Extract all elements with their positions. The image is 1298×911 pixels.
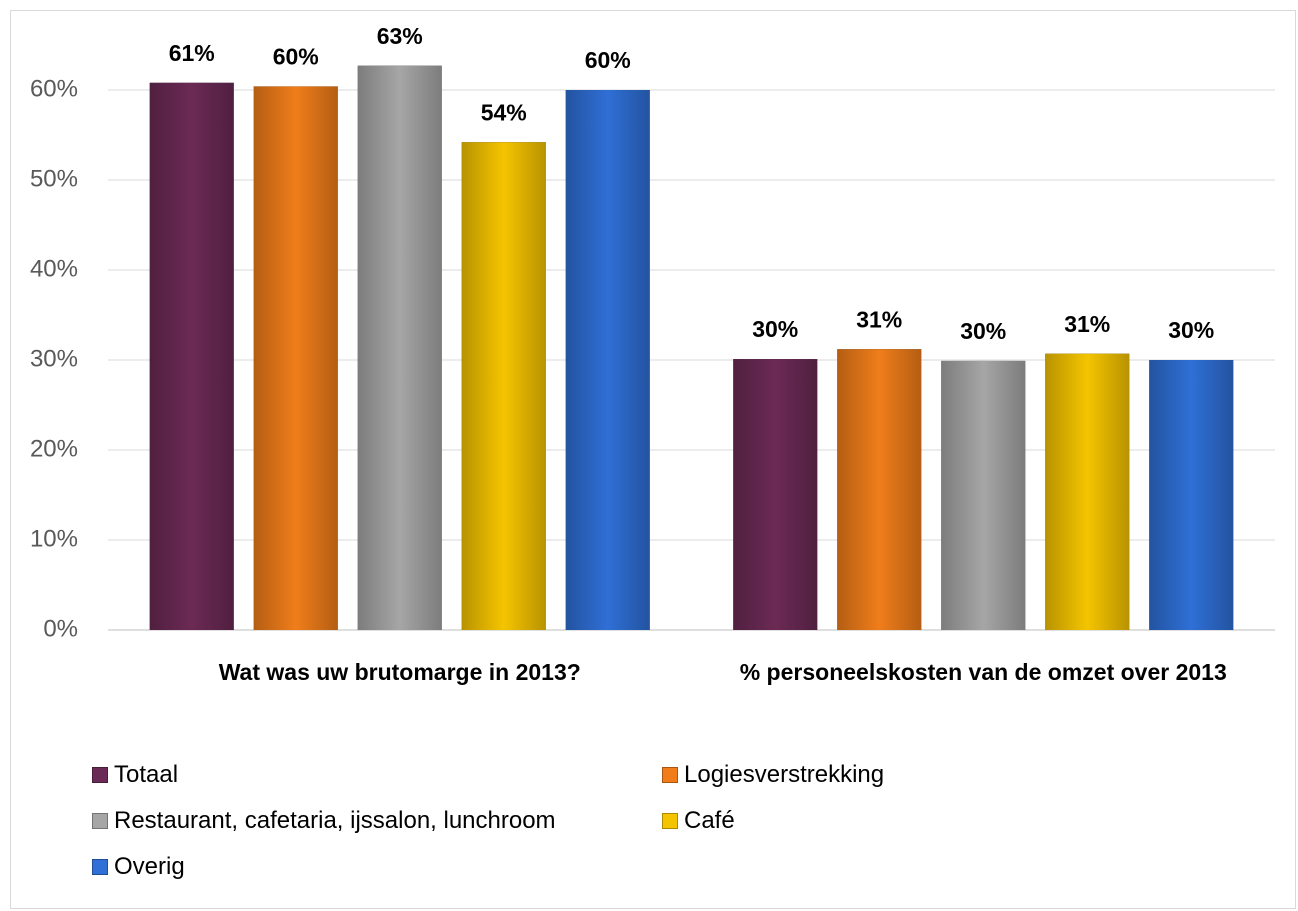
legend-label: Logiesverstrekking <box>684 761 885 788</box>
x-tick-label: Wat was uw brutomarge in 2013? <box>218 659 581 685</box>
data-label: 31% <box>856 306 902 332</box>
y-tick-label: 0% <box>43 615 78 642</box>
legend-label: Restaurant, cafetaria, ijssalon, lunchro… <box>114 807 556 834</box>
bar <box>461 142 546 630</box>
chart-frame <box>10 10 1296 909</box>
data-label: 31% <box>1064 311 1110 337</box>
bar <box>733 359 818 630</box>
bar <box>253 86 338 630</box>
x-tick-label: % personeelskosten van de omzet over 201… <box>739 659 1227 685</box>
legend-item: Café <box>662 801 1232 847</box>
bar <box>565 90 650 630</box>
legend-label: Café <box>684 807 735 834</box>
data-label: 54% <box>481 99 527 125</box>
y-tick-label: 40% <box>30 255 78 282</box>
legend-item: Overig <box>92 847 662 893</box>
legend-swatch <box>662 813 678 829</box>
legend-label: Overig <box>114 853 185 880</box>
legend-label: Totaal <box>114 761 179 788</box>
bar <box>1045 353 1130 630</box>
bar <box>1149 360 1234 630</box>
legend-item: Logiesverstrekking <box>662 755 1232 801</box>
data-label: 63% <box>377 23 423 49</box>
legend: Totaal Logiesverstrekking Restaurant, cafe… <box>92 755 1272 893</box>
legend-item: Restaurant, cafetaria, ijssalon, lunchro… <box>92 801 662 847</box>
y-tick-label: 30% <box>30 345 78 372</box>
y-tick-label: 50% <box>30 165 78 192</box>
data-label: 61% <box>169 40 215 66</box>
bar <box>149 82 234 631</box>
legend-swatch <box>92 767 108 783</box>
data-label: 30% <box>960 318 1006 344</box>
y-tick-label: 10% <box>30 525 78 552</box>
legend-item: Totaal <box>92 755 662 801</box>
y-tick-label: 60% <box>30 75 78 102</box>
data-label: 60% <box>585 47 631 73</box>
legend-swatch <box>92 813 108 829</box>
data-label: 60% <box>273 43 319 69</box>
legend-swatch <box>92 859 108 875</box>
data-label: 30% <box>752 316 798 342</box>
data-label: 30% <box>1168 317 1214 343</box>
bar <box>941 360 1026 630</box>
bar <box>357 65 442 630</box>
bar <box>837 349 922 630</box>
y-tick-label: 20% <box>30 435 78 462</box>
legend-swatch <box>662 767 678 783</box>
